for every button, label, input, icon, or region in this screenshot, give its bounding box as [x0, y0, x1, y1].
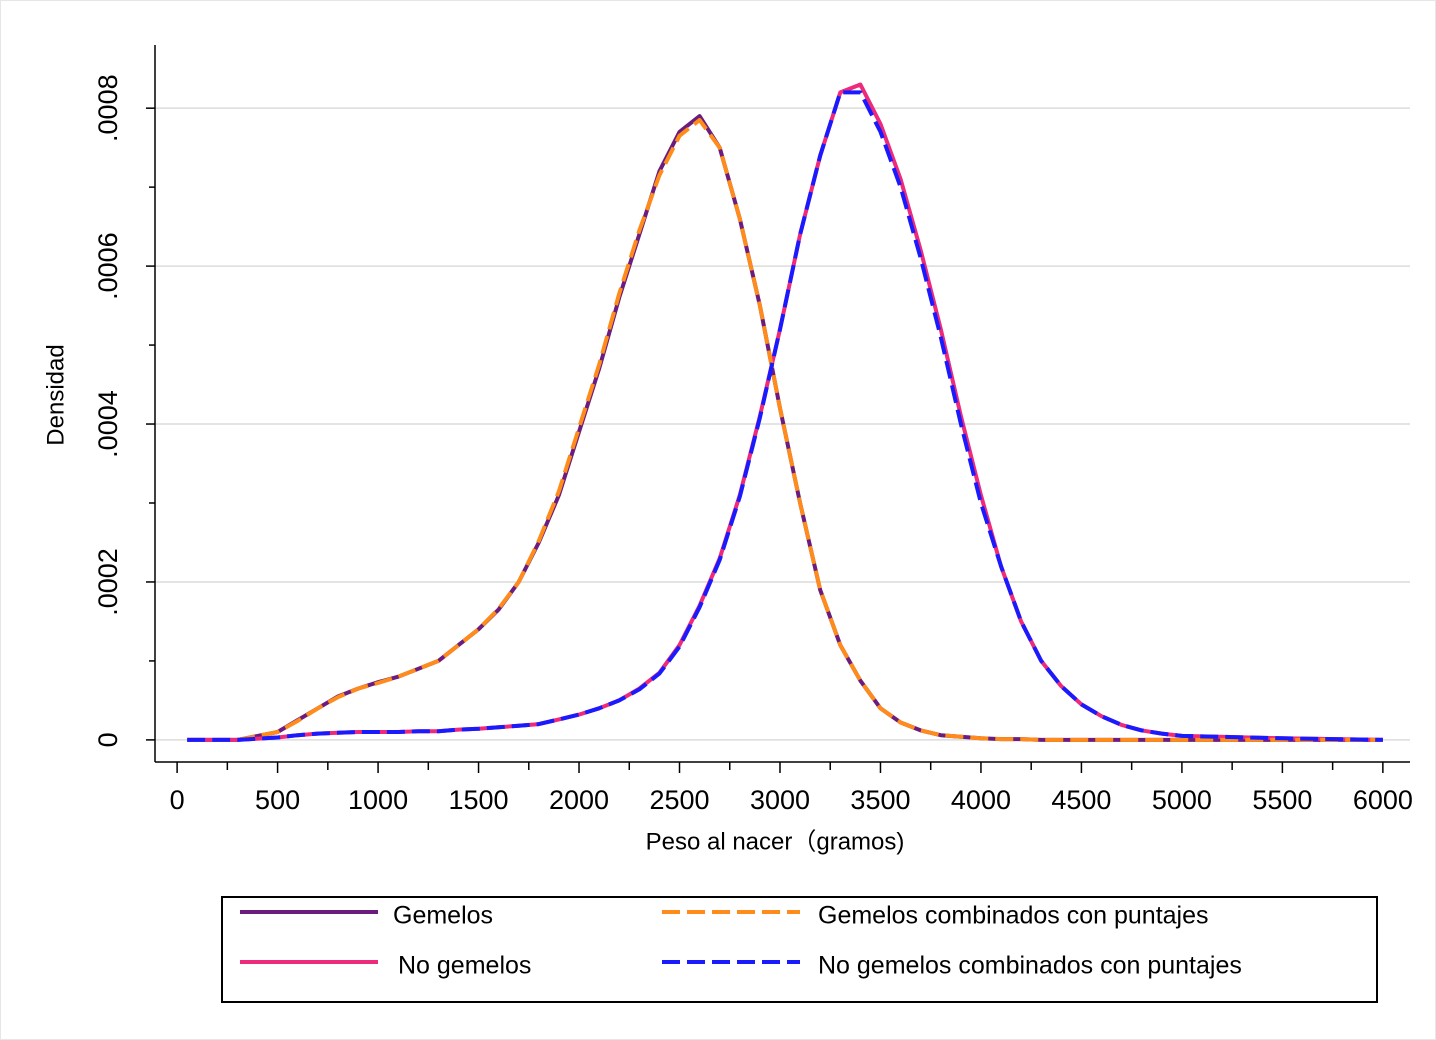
x-tick-label: 3000	[750, 785, 810, 815]
y-tick-label: 0	[93, 732, 123, 747]
x-tick-label: 5500	[1252, 785, 1312, 815]
y-tick-label: .0004	[93, 390, 123, 458]
series-line	[187, 118, 1383, 742]
x-tick-label: 1500	[449, 785, 509, 815]
x-tick-label: 3500	[850, 785, 910, 815]
x-axis-title: Peso al nacer（gramos)	[646, 828, 905, 855]
x-tick-label: 0	[170, 785, 185, 815]
y-tick-label: .0002	[93, 548, 123, 616]
x-tick-label: 1000	[348, 785, 408, 815]
legend-box	[221, 896, 1378, 1003]
x-tick-label: 5000	[1152, 785, 1212, 815]
x-tick-label: 2500	[649, 785, 709, 815]
legend-label: No gemelos combinados con puntajes	[818, 952, 1242, 980]
x-tick-label: 500	[255, 785, 300, 815]
legend-label: No gemelos	[398, 952, 531, 980]
x-tick-label: 4500	[1051, 785, 1111, 815]
x-tick-label: 2000	[549, 785, 609, 815]
y-tick-label: .0008	[93, 74, 123, 142]
x-tick-label: 6000	[1353, 785, 1413, 815]
y-tick-label: .0006	[93, 232, 123, 300]
y-axis-title: Densidad	[42, 344, 69, 445]
legend-label: Gemelos combinados con puntajes	[818, 902, 1209, 930]
x-tick-label: 4000	[951, 785, 1011, 815]
legend-label: Gemelos	[393, 902, 493, 930]
series-line	[187, 90, 1383, 742]
